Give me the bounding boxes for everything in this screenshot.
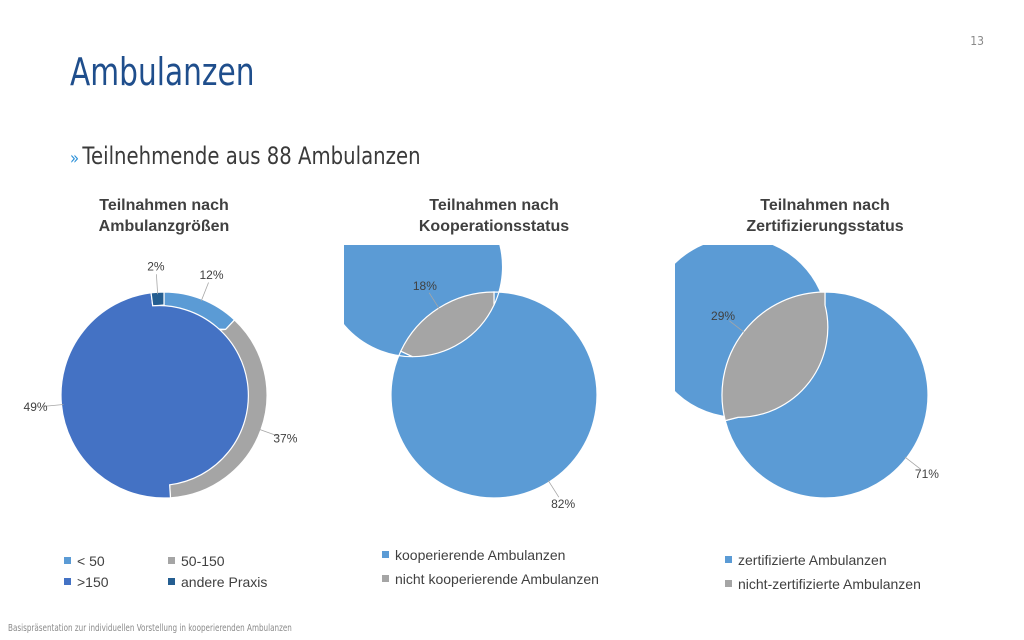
outer-data-label: 12%: [199, 268, 223, 282]
legend-item: >150: [64, 574, 109, 590]
leader-line: [258, 428, 278, 437]
legend: kooperierende Ambulanzen nicht kooperiere…: [382, 547, 642, 587]
outer-ring-slice-2: [721, 291, 829, 422]
chart-title: Teilnahmen nach Ambulanzgrößen: [98, 197, 230, 235]
legend-item: andere Praxis: [168, 574, 267, 590]
page-number: 13: [970, 34, 984, 48]
outer-ring-slice-2: [400, 291, 495, 358]
outer-data-label: 37%: [273, 432, 297, 446]
legend: zertifizierte Ambulanzen nicht-zertifizie…: [725, 552, 975, 592]
legend-label: kooperierende Ambulanzen: [395, 547, 566, 563]
legend-swatch: [64, 556, 71, 564]
legend-label: < 50: [77, 553, 105, 569]
legend-item: < 50: [64, 553, 105, 569]
outer-data-label: 49%: [24, 400, 48, 414]
legend-item: zertifizierte Ambulanzen: [725, 552, 887, 568]
legend-swatch: [382, 550, 389, 558]
legend-item: kooperierende Ambulanzen: [382, 547, 565, 563]
legend-label: nicht kooperierende Ambulanzen: [395, 571, 599, 587]
donut-chart: 394971%29%: [675, 245, 939, 499]
outer-data-label: 29%: [711, 309, 735, 323]
outer-data-label: 82%: [551, 497, 575, 511]
outer-ring-slice-4: [150, 291, 165, 307]
leader-line: [729, 320, 746, 334]
legend-swatch: [168, 556, 175, 564]
outer-ring-slice-1: [344, 245, 598, 499]
leader-line: [156, 274, 159, 295]
legend-item: nicht-zertifizierte Ambulanzen: [725, 576, 921, 592]
leader-line: [428, 292, 441, 310]
leader-line: [547, 480, 560, 498]
legend-item: nicht kooperierende Ambulanzen: [382, 571, 599, 587]
footer-text: Basispräsentation zur individuellen Vors…: [8, 623, 292, 634]
donut-chart: 42301612%37%49%2%: [24, 259, 298, 499]
outer-data-label: 2%: [147, 259, 165, 273]
chart-title: Teilnahmen nach Kooperationsstatus: [418, 197, 570, 235]
bullet-icon: »: [70, 148, 80, 169]
outer-data-label: 18%: [413, 279, 437, 293]
legend-label: andere Praxis: [181, 574, 268, 590]
legend-swatch: [168, 577, 175, 585]
chart-ambulanzgroessen: Teilnahmen nach Ambulanzgrößen 42301612%…: [14, 195, 314, 615]
legend: < 50 50-150 >150 andere Praxis: [64, 553, 304, 593]
legend-label: nicht-zertifizierte Ambulanzen: [738, 576, 921, 592]
leader-line: [200, 282, 209, 302]
legend-label: zertifizierte Ambulanzen: [738, 552, 887, 568]
legend-label: >150: [77, 574, 109, 590]
chart-zertifizierungsstatus: Teilnahmen nach Zertifizierungsstatus 39…: [675, 195, 975, 615]
legend-swatch: [382, 574, 389, 582]
legend-swatch: [64, 577, 71, 585]
outer-data-label: 71%: [915, 467, 939, 481]
donut-chart: 464282%18%: [344, 245, 598, 511]
legend-swatch: [725, 579, 732, 587]
legend-swatch: [725, 555, 732, 563]
legend-item: 50-150: [168, 553, 225, 569]
subtitle-text: Teilnehmende aus 88 Ambulanzen: [82, 142, 421, 170]
page-title: Ambulanzen: [70, 50, 255, 94]
subtitle: » Teilnehmende aus 88 Ambulanzen: [70, 142, 421, 170]
leader-line: [43, 404, 64, 407]
leader-line: [904, 456, 921, 470]
legend-label: 50-150: [181, 553, 225, 569]
chart-title: Teilnahmen nach Zertifizierungsstatus: [746, 197, 904, 235]
chart-kooperationsstatus: Teilnahmen nach Kooperationsstatus 46428…: [344, 195, 644, 615]
